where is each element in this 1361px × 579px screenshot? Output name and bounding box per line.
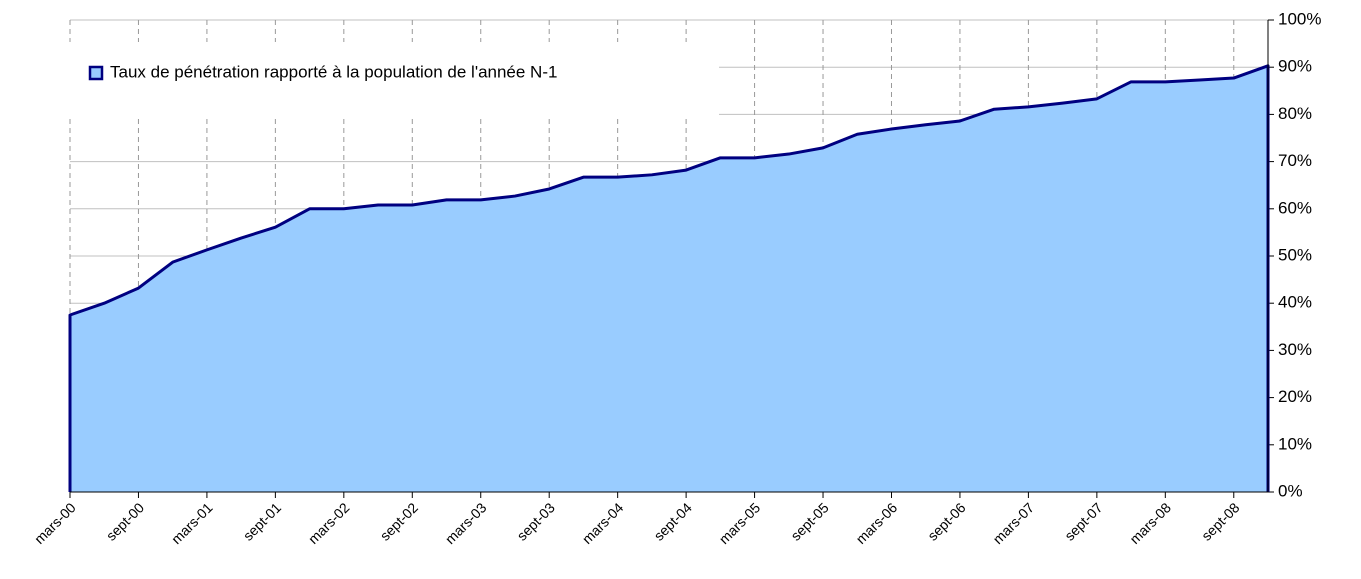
x-tick-label: mars-06 bbox=[853, 499, 901, 547]
y-tick-label: 60% bbox=[1278, 198, 1312, 217]
x-tick-label: sept-07 bbox=[1061, 499, 1105, 543]
x-tick-label: mars-01 bbox=[168, 499, 216, 547]
y-tick-label: 100% bbox=[1278, 9, 1321, 28]
x-tick-label: mars-05 bbox=[716, 499, 764, 547]
x-tick-label: sept-05 bbox=[787, 499, 831, 543]
x-tick-label: mars-00 bbox=[31, 499, 79, 547]
x-tick-label: mars-02 bbox=[305, 499, 353, 547]
y-tick-label: 70% bbox=[1278, 151, 1312, 170]
x-tick-label: mars-03 bbox=[442, 499, 490, 547]
y-tick-label: 80% bbox=[1278, 104, 1312, 123]
x-tick-label: mars-08 bbox=[1126, 499, 1174, 547]
x-tick-label: mars-07 bbox=[990, 499, 1038, 547]
legend-label: Taux de pénétration rapporté à la popula… bbox=[110, 62, 557, 81]
y-tick-label: 10% bbox=[1278, 434, 1312, 453]
y-tick-label: 30% bbox=[1278, 340, 1312, 359]
x-tick-label: sept-04 bbox=[651, 499, 695, 543]
line bbox=[68, 64, 1270, 492]
y-tick-label: 20% bbox=[1278, 387, 1312, 406]
x-tick-label: sept-00 bbox=[103, 499, 147, 543]
y-tick-label: 40% bbox=[1278, 293, 1312, 312]
x-tick-label: sept-01 bbox=[240, 499, 284, 543]
x-tick-label: sept-08 bbox=[1198, 499, 1242, 543]
x-tick-label: mars-04 bbox=[579, 499, 627, 547]
y-tick-label: 50% bbox=[1278, 245, 1312, 264]
x-tick-label: sept-03 bbox=[514, 499, 558, 543]
x-tick-label: sept-06 bbox=[924, 499, 968, 543]
y-tick-label: 90% bbox=[1278, 57, 1312, 76]
area bbox=[70, 65, 1268, 492]
x-tick-label: sept-02 bbox=[377, 499, 421, 543]
legend-swatch bbox=[88, 65, 104, 81]
legend-box bbox=[69, 42, 719, 116]
y-tick-label: 0% bbox=[1278, 481, 1303, 500]
